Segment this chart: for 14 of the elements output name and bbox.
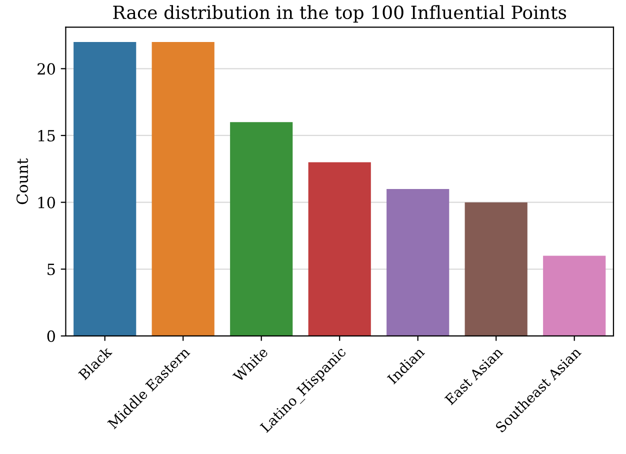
bar xyxy=(464,202,528,336)
y-tick-label: 10 xyxy=(38,196,55,208)
chart-title: Race distribution in the top 100 Influential Points xyxy=(113,5,566,23)
bar xyxy=(152,42,214,336)
y-tick-label: 15 xyxy=(38,130,55,142)
bar xyxy=(74,42,136,336)
bar xyxy=(308,162,371,336)
bar xyxy=(543,256,606,336)
y-axis-title: Count xyxy=(16,158,28,204)
y-tick-label: 5 xyxy=(48,264,55,276)
bar xyxy=(386,188,450,336)
y-tick-label: 0 xyxy=(47,330,55,342)
y-tick-label: 20 xyxy=(38,63,55,75)
bar xyxy=(230,122,293,336)
